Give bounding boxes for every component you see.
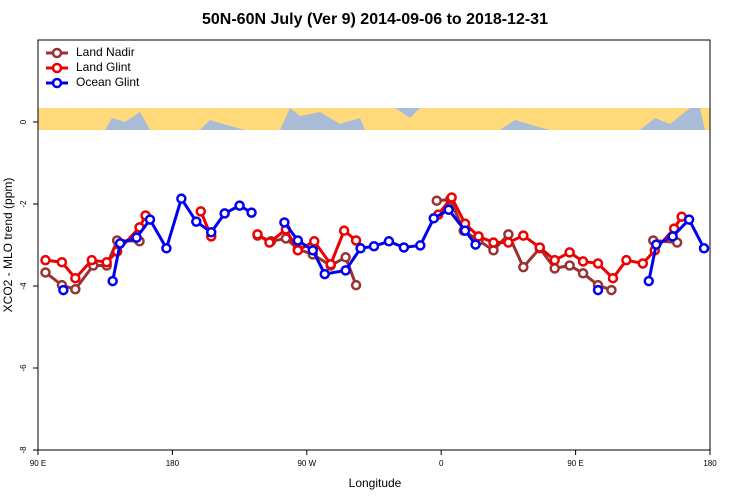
point (205, 227, 217, 238)
point (398, 242, 410, 253)
x-tick-label: 180 (703, 459, 717, 468)
point (607, 272, 619, 284)
point (319, 268, 330, 280)
point (307, 245, 319, 256)
point (431, 195, 442, 206)
point (292, 245, 304, 256)
point (176, 193, 187, 204)
point (383, 236, 395, 247)
point (473, 231, 484, 242)
point (518, 230, 529, 241)
series-line (45, 194, 683, 281)
point (292, 235, 304, 246)
point (592, 284, 604, 296)
y-tick-label: -2 (19, 200, 28, 208)
point (650, 239, 662, 250)
y-tick-label: 0 (19, 119, 28, 124)
point (415, 240, 426, 251)
point (325, 259, 336, 270)
point (443, 204, 454, 215)
x-axis-label: Longitude (349, 476, 402, 490)
point (107, 275, 118, 287)
legend-label: Ocean Glint (76, 75, 140, 89)
legend-marker (51, 47, 63, 59)
point (144, 214, 156, 225)
point (470, 239, 481, 250)
point (70, 272, 81, 284)
point (488, 237, 499, 248)
y-tick-label: -6 (19, 364, 28, 372)
point (368, 240, 380, 252)
point (56, 256, 68, 268)
plot-frame (37, 39, 711, 451)
legend-marker (51, 62, 63, 74)
map-ocean (105, 108, 705, 130)
point (191, 216, 202, 227)
point (246, 207, 257, 218)
point (161, 243, 172, 254)
x-tick-label: 180 (166, 459, 180, 468)
point (564, 247, 575, 258)
x-tick-label: 90 E (567, 459, 583, 468)
point (350, 235, 362, 246)
y-tick-label: -8 (19, 446, 28, 454)
point (549, 263, 560, 274)
point (234, 200, 245, 211)
point (577, 256, 589, 267)
point (518, 261, 529, 273)
point (355, 243, 366, 254)
point (698, 243, 710, 254)
chart-title: 50N-60N July (Ver 9) 2014-09-06 to 2018-… (202, 11, 548, 28)
point (350, 279, 362, 291)
point (86, 254, 98, 266)
point (637, 258, 649, 269)
point (621, 254, 632, 266)
y-axis-label: XCO2 - MLO trend (ppm) (1, 178, 15, 313)
x-tick-label: 90 E (30, 459, 46, 468)
point (338, 225, 350, 236)
point (279, 217, 290, 228)
point (58, 284, 69, 296)
point (503, 229, 514, 240)
point (643, 275, 655, 287)
point (40, 254, 51, 266)
point (446, 192, 457, 203)
legend-marker (51, 77, 63, 89)
point (549, 254, 560, 266)
legend-label: Land Nadir (76, 45, 135, 59)
point (683, 214, 695, 225)
point (114, 238, 126, 249)
point (564, 260, 575, 271)
point (577, 268, 589, 279)
point (340, 252, 351, 263)
point (252, 229, 263, 240)
point (131, 232, 142, 243)
point (534, 242, 546, 253)
x-tick-label: 0 (439, 459, 444, 468)
point (340, 265, 351, 276)
point (195, 206, 207, 217)
x-tick-label: 90 W (297, 459, 316, 468)
map-strip (38, 108, 710, 130)
point (503, 237, 514, 248)
point (70, 284, 81, 295)
point (264, 237, 275, 248)
point (459, 225, 471, 236)
point (667, 231, 678, 242)
y-tick-label: -4 (19, 282, 28, 290)
point (428, 213, 439, 224)
point (219, 208, 230, 219)
point (592, 258, 604, 269)
point (40, 267, 51, 278)
point (606, 284, 617, 296)
point (309, 236, 320, 247)
legend-label: Land Glint (76, 60, 131, 74)
point (101, 256, 112, 268)
